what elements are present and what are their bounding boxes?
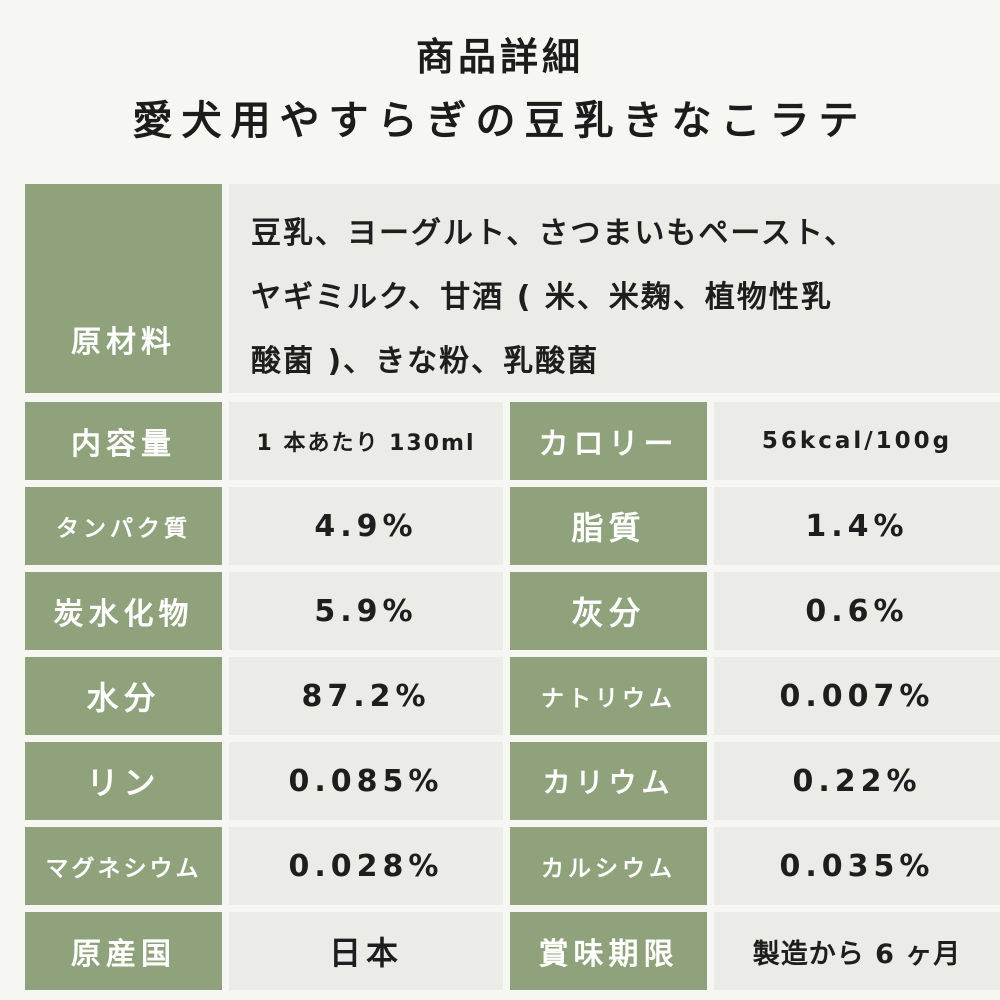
table-row-value: 日本 xyxy=(229,912,503,990)
ingredients-line: 酸菌 )、きな粉、乳酸菌 xyxy=(251,344,600,379)
table-row-label: 原産国 xyxy=(25,912,222,990)
table-row-label: カロリー xyxy=(510,402,707,480)
table-row-label: カリウム xyxy=(510,742,707,820)
table-row-value: 1 本あたり 130ml xyxy=(229,402,503,480)
ingredients-line: ヤギミルク、甘酒 ( 米、米麹、植物性乳 xyxy=(251,280,833,315)
table-row-value: 0.6% xyxy=(714,572,1000,650)
table-row-label: リン xyxy=(25,742,222,820)
table-row-value: 56kcal/100g xyxy=(714,402,1000,480)
table-row-value: 0.085% xyxy=(229,742,503,820)
table-row-value: 4.9% xyxy=(229,487,503,565)
table-row-value: 87.2% xyxy=(229,657,503,735)
heading-subtitle: 商品詳細 xyxy=(415,35,584,79)
ingredients-value: 豆乳、ヨーグルト、さつまいもペースト、 ヤギミルク、甘酒 ( 米、米麹、植物性乳… xyxy=(229,184,1000,393)
ingredients-label: 原材料 xyxy=(25,184,222,393)
page-title: 愛犬用やすらぎの豆乳きなこラテ xyxy=(132,98,868,144)
table-row-label: 賞味期限 xyxy=(510,912,707,990)
table-row-label: ナトリウム xyxy=(510,657,707,735)
table-row-label: カルシウム xyxy=(510,827,707,905)
table-row-label: タンパク質 xyxy=(25,487,222,565)
table-row-label: 炭水化物 xyxy=(25,572,222,650)
table-row-value: 0.035% xyxy=(714,827,1000,905)
ingredients-line: 豆乳、ヨーグルト、さつまいもペースト、 xyxy=(251,216,857,251)
table-row-label: 灰分 xyxy=(510,572,707,650)
table-row-label: マグネシウム xyxy=(25,827,222,905)
table-row-value: 0.22% xyxy=(714,742,1000,820)
table-row-label: 水分 xyxy=(25,657,222,735)
table-row-label: 内容量 xyxy=(25,402,222,480)
table-row-value: 0.007% xyxy=(714,657,1000,735)
table-row-label: 脂質 xyxy=(510,487,707,565)
table-row-value: 1.4% xyxy=(714,487,1000,565)
table-row-value: 製造から 6 ヶ月 xyxy=(714,912,1000,990)
table-row-value: 5.9% xyxy=(229,572,503,650)
table-row-value: 0.028% xyxy=(229,827,503,905)
